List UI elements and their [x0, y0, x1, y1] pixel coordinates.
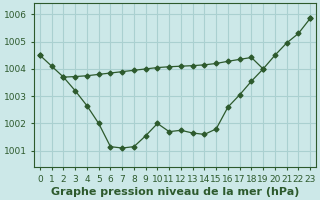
- X-axis label: Graphe pression niveau de la mer (hPa): Graphe pression niveau de la mer (hPa): [51, 187, 299, 197]
